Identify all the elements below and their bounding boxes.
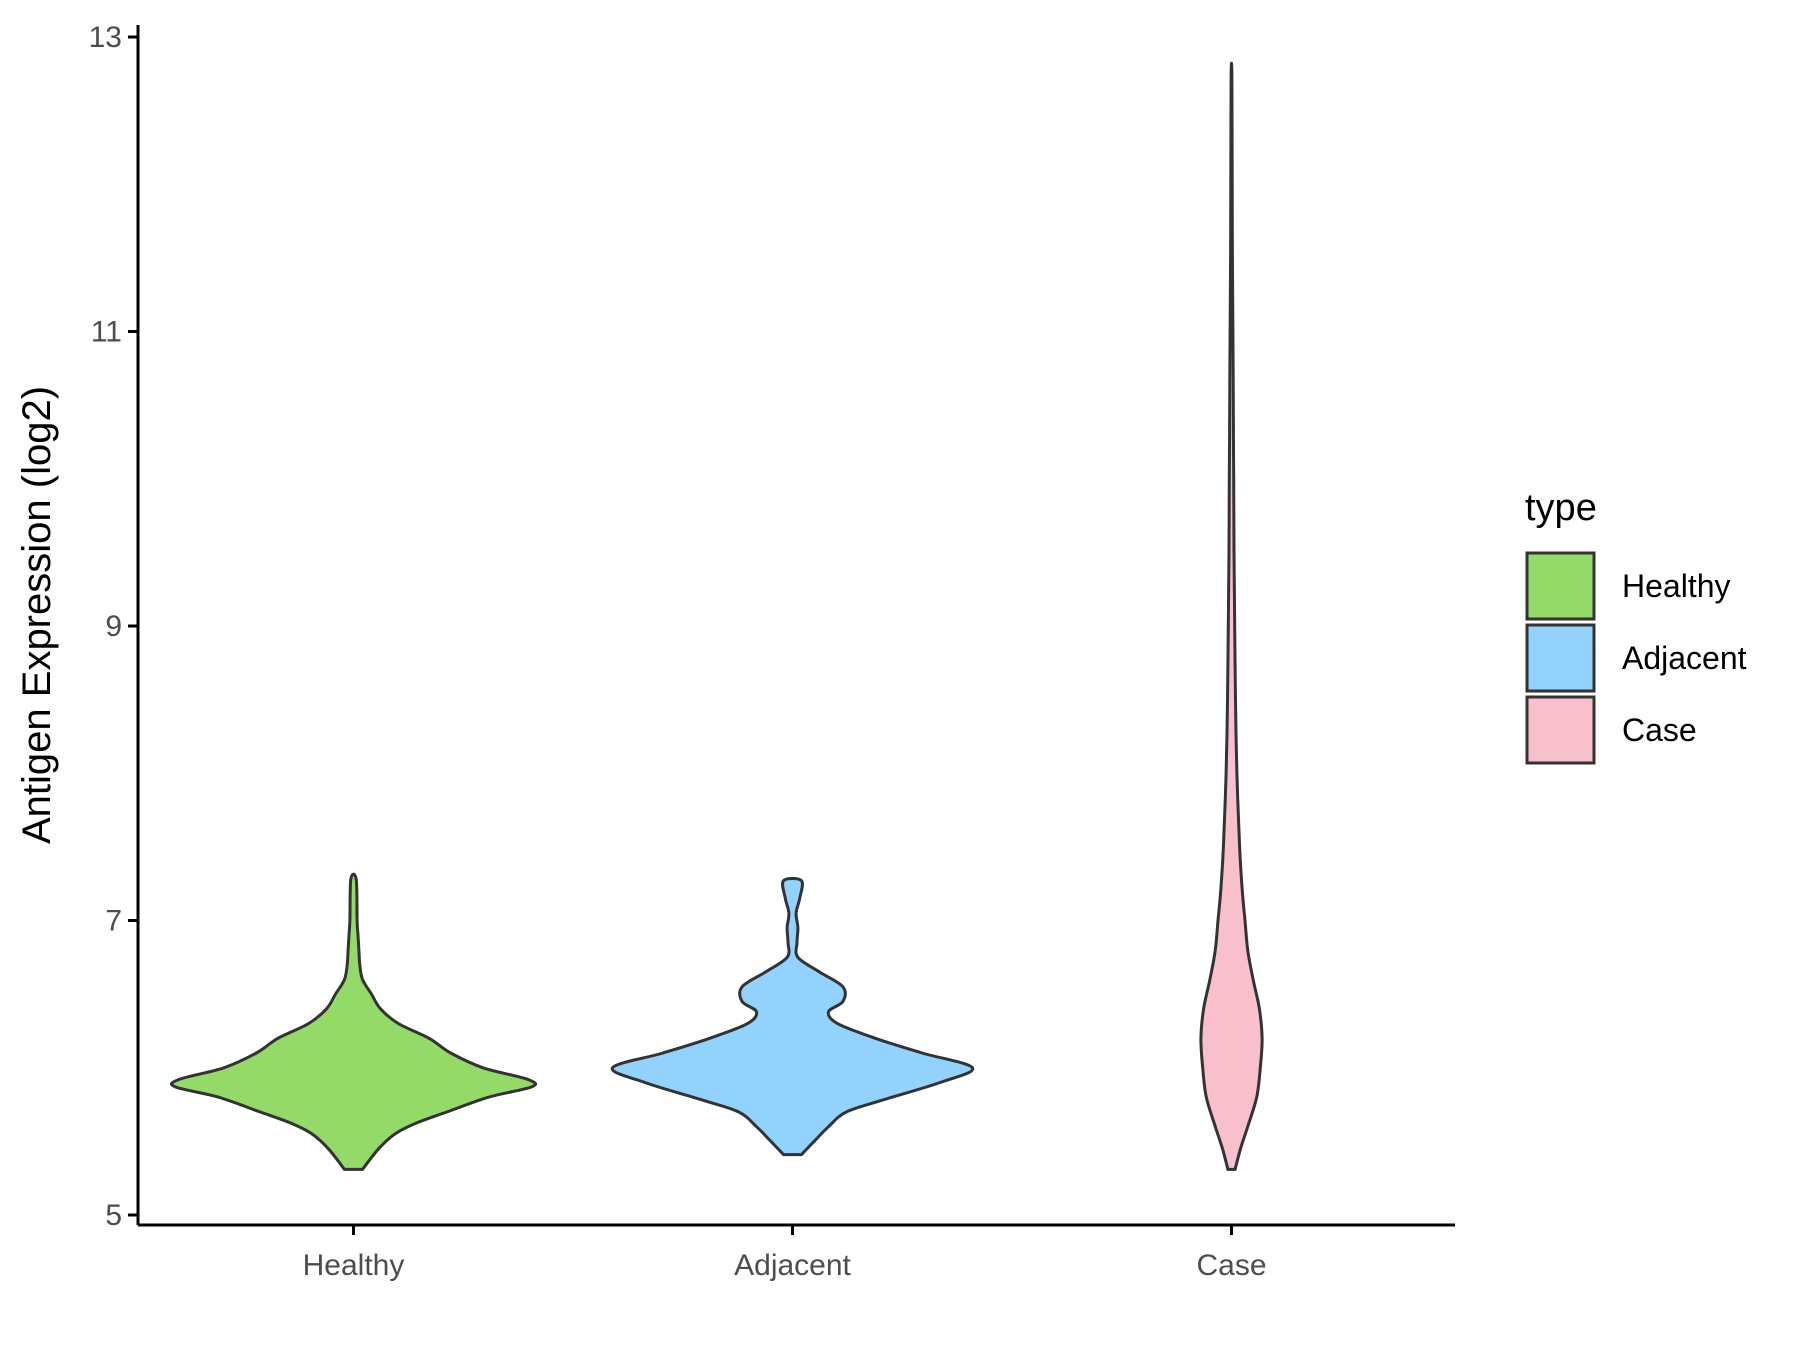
- y-tick-label: 5: [105, 1199, 122, 1232]
- legend-label-adjacent: Adjacent: [1622, 640, 1747, 676]
- violin-case: [1199, 61, 1264, 1171]
- legend-label-healthy: Healthy: [1622, 568, 1731, 604]
- y-tick-label: 7: [105, 905, 122, 938]
- violin-healthy: [169, 872, 538, 1171]
- legend-entries: Healthy Adjacent Case: [1525, 551, 1747, 765]
- legend-label-case: Case: [1622, 712, 1697, 748]
- y-tick-label: 13: [89, 21, 122, 54]
- axes: 5 7 9 11 13 Healthy Adjacent Case: [89, 21, 1455, 1282]
- y-axis-label: Antigen Expression (log2): [15, 386, 59, 844]
- violins: [169, 61, 1264, 1171]
- legend-key-adjacent: [1525, 623, 1596, 693]
- x-tick-label: Healthy: [303, 1249, 405, 1282]
- y-tick-label: 11: [91, 316, 122, 349]
- x-ticks: Healthy Adjacent Case: [303, 1225, 1267, 1282]
- violin-adjacent: [610, 877, 975, 1157]
- x-tick-label: Adjacent: [734, 1249, 851, 1282]
- x-tick-label: Case: [1196, 1249, 1266, 1282]
- y-tick-label: 9: [105, 610, 122, 643]
- legend-key-healthy: [1525, 551, 1596, 621]
- legend: type Healthy Adjacent Case: [1525, 487, 1747, 765]
- legend-title: type: [1525, 487, 1597, 529]
- y-ticks: 5 7 9 11 13: [89, 21, 138, 1232]
- legend-key-case: [1525, 695, 1596, 765]
